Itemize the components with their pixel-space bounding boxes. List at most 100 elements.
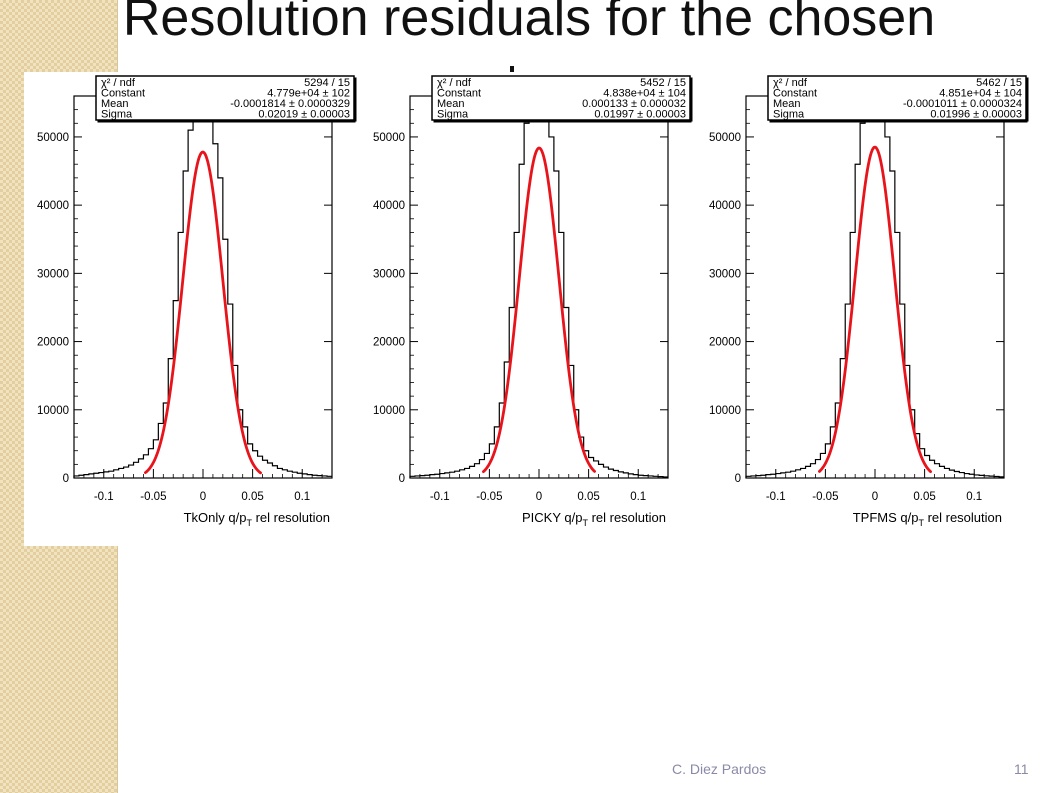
title-overflow-fragment — [510, 66, 514, 76]
chart2-xtick-label-1: -0.05 — [812, 491, 838, 503]
histogram-panel-picky: 0 10000 20000 30000 40000 50000 -0.1 -0.05 0 0.05… — [373, 75, 693, 528]
plot-area: 0 10000 20000 30000 40000 50000 -0.1 -0.05 0 0.05… — [24, 72, 1029, 546]
chart0-bin-12 — [134, 462, 139, 478]
chart2-stats-frame — [767, 75, 1027, 121]
chart0-bin-21 — [178, 232, 183, 478]
chart0-stats-box: χ² / ndf 5294 / 15 Constant 4.779e+04 ± 102… — [95, 75, 357, 123]
chart1-bin-9 — [455, 471, 460, 478]
chart1-ytick-label-1: 10000 — [373, 405, 405, 417]
chart2-ytick-label-1: 10000 — [709, 405, 741, 417]
chart0-bin-10 — [124, 467, 129, 478]
chart2-bin-38 — [935, 464, 940, 478]
chart1-bin-11 — [465, 468, 470, 478]
slide-title: Resolution residuals for the chosen — [122, 0, 936, 47]
chart1-stats-mean-label: Mean — [437, 98, 465, 110]
chart0-bin-23 — [188, 130, 193, 478]
chart2-bin-21 — [850, 232, 855, 478]
chart2-bin-30 — [895, 232, 900, 478]
chart1-bin-10 — [460, 470, 465, 478]
chart1-bin-41 — [613, 470, 618, 478]
chart0-xlabel: TkOnly q/pT rel resolution — [184, 510, 330, 528]
chart0-bin-8 — [114, 470, 119, 478]
chart2-xtick-label-0: -0.1 — [766, 491, 786, 503]
chart1-stats-sigma-label: Sigma — [437, 109, 469, 121]
chart0-stats-frame — [95, 75, 355, 121]
chart2-stats-mean-label: Mean — [773, 98, 801, 110]
chart0-ytick-label-3: 30000 — [37, 268, 69, 280]
chart1-bin-38 — [599, 464, 604, 478]
chart0-stats-mean-label: Mean — [101, 98, 129, 110]
chart0-bin-22 — [183, 171, 188, 478]
chart2-ytick-label-4: 40000 — [709, 200, 741, 212]
chart2-bin-14 — [815, 460, 820, 478]
chart2-bin-37 — [930, 460, 935, 478]
chart1-xtick-label-3: 0.05 — [577, 491, 599, 503]
chart0-bin-38 — [263, 460, 268, 478]
chart1-stats-chi2-ndf-value: 5452 / 15 — [640, 77, 686, 89]
chart2-bin-29 — [890, 171, 895, 478]
chart0-ytick-label-5: 50000 — [37, 132, 69, 144]
chart2-ytick-label-0: 0 — [735, 473, 741, 485]
chart1-bin-8 — [450, 472, 455, 478]
chart-2: 0 10000 20000 30000 40000 50000 -0.1 -0.05 0 0.05… — [709, 75, 1029, 528]
chart0-stats-mean-value: -0.0001814 ± 0.0000329 — [230, 98, 350, 110]
chart2-ytick-label-3: 30000 — [709, 268, 741, 280]
chart1-bin-40 — [608, 469, 613, 478]
chart2-bin-13 — [811, 464, 816, 478]
histogram-panel-tpfms: 0 10000 20000 30000 40000 50000 -0.1 -0.05 0 0.05… — [709, 75, 1029, 528]
chart0-ytick-label-0: 0 — [63, 473, 69, 485]
chart0-bin-7 — [109, 471, 114, 478]
chart0-bin-3 — [89, 474, 94, 478]
chart1-bin-39 — [604, 467, 609, 478]
chart1-bin-42 — [618, 472, 623, 478]
chart2-bin-23 — [860, 123, 865, 478]
chart-1: 0 10000 20000 30000 40000 50000 -0.1 -0.05 0 0.05… — [373, 75, 693, 528]
chart0-bin-29 — [218, 178, 223, 478]
chart0-stats-chi2-ndf-value: 5294 / 15 — [304, 77, 350, 89]
chart1-stats-chi2-ndf-label: χ² / ndf — [437, 77, 472, 89]
chart1-ytick-label-2: 20000 — [373, 337, 405, 349]
chart1-bin-6 — [440, 474, 445, 478]
chart1-bin-7 — [445, 473, 450, 478]
chart1-xtick-label-0: -0.1 — [430, 491, 450, 503]
chart2-bin-7 — [781, 473, 786, 478]
footer-author: C. Diez Pardos — [672, 761, 767, 777]
chart2-bin-43 — [959, 473, 964, 478]
chart2-bin-44 — [964, 474, 969, 478]
chart1-xtick-label-2: 0 — [536, 491, 542, 503]
chart2-stats-box: χ² / ndf 5462 / 15 Constant 4.851e+04 ± 104… — [767, 75, 1029, 123]
chart1-stats-constant-value: 4.838e+04 ± 104 — [603, 88, 686, 100]
chart1-bin-12 — [470, 466, 475, 478]
chart1-ytick-label-5: 50000 — [373, 132, 405, 144]
histogram-panel-tkonly: 0 10000 20000 30000 40000 50000 -0.1 -0.05 0 0.05… — [37, 75, 357, 528]
chart0-xtick-label-3: 0.05 — [241, 491, 263, 503]
chart1-xlabel: PICKY q/pT rel resolution — [522, 510, 666, 528]
chart1-ytick-label-0: 0 — [399, 473, 405, 485]
chart0-bin-6 — [104, 472, 109, 478]
chart0-bin-45 — [297, 473, 302, 478]
chart-0: 0 10000 20000 30000 40000 50000 -0.1 -0.05 0 0.05… — [37, 75, 357, 528]
chart0-ytick-label-1: 10000 — [37, 405, 69, 417]
chart2-bin-6 — [776, 474, 781, 478]
chart0-stats-sigma-value: 0.02019 ± 0.00003 — [258, 109, 350, 121]
chart1-stats-mean-value: 0.000133 ± 0.000032 — [582, 98, 686, 110]
chart0-stats-sigma-label: Sigma — [101, 109, 133, 121]
chart1-fit-curve — [482, 146, 596, 474]
chart2-xlabel: TPFMS q/pT rel resolution — [853, 510, 1002, 528]
chart1-bin-30 — [559, 232, 564, 478]
chart0-bin-5 — [99, 473, 104, 478]
chart0-xtick-label-4: 0.1 — [294, 491, 310, 503]
chart2-bin-10 — [796, 470, 801, 478]
chart0-ytick-label-4: 40000 — [37, 200, 69, 212]
chart0-bin-39 — [268, 463, 273, 478]
chart2-ytick-label-2: 20000 — [709, 337, 741, 349]
chart0-bin-4 — [94, 473, 99, 478]
chart2-stats-constant-label: Constant — [773, 88, 817, 100]
chart0-bin-11 — [129, 465, 134, 478]
chart2-xtick-label-2: 0 — [872, 491, 878, 503]
chart2-stats-sigma-label: Sigma — [773, 109, 805, 121]
page-number: 11 — [1014, 761, 1029, 777]
chart0-stats-constant-label: Constant — [101, 88, 145, 100]
chart2-stats-chi2-ndf-value: 5462 / 15 — [976, 77, 1022, 89]
chart1-stats-sigma-value: 0.01997 ± 0.00003 — [594, 109, 686, 121]
